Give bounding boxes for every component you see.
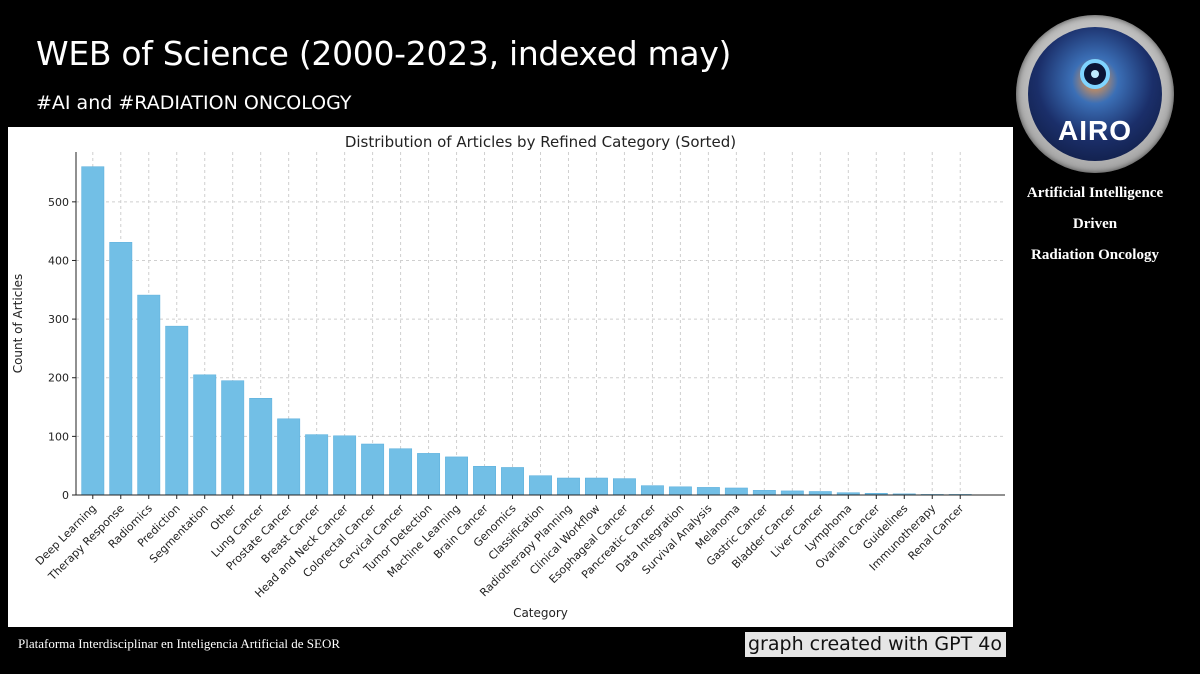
bar-pancreatic-cancer [640,485,664,496]
airo-logo: AIRO [1016,15,1174,173]
bar-lung-cancer [249,398,273,496]
bar-melanoma [724,487,748,496]
bar-therapy-response [109,242,133,496]
slide-title: WEB of Science (2000-2023, indexed may) [36,34,732,73]
logo-caption: Artificial Intelligence Driven Radiation… [1010,178,1180,271]
bar-liver-cancer [808,491,832,496]
x-axis-label: Category [513,606,568,620]
bar-prediction [165,325,189,496]
bar-data-integration [668,486,692,496]
y-tick-label: 0 [62,489,69,502]
y-tick-label: 200 [48,372,69,385]
bar-segmentation [193,374,217,496]
bar-prostate-cancer [277,418,301,496]
y-tick-label: 100 [48,430,69,443]
bar-head-and-neck-cancer [333,435,357,496]
bar-survival-analysis [696,487,720,496]
bar-cervical-cancer [389,448,413,496]
y-tick-label: 300 [48,313,69,326]
logo-caption-line-3: Radiation Oncology [1031,247,1159,263]
y-axis-label: Count of Articles [11,274,25,374]
eye-icon [1080,59,1110,89]
bar-radiotherapy-planning [557,477,580,496]
logo-emblem: AIRO [1028,27,1162,161]
footer-credit: graph created with GPT 4o [745,632,1006,657]
bar-classification [529,475,552,496]
bar-gastric-cancer [752,490,776,496]
bar-other [221,380,245,496]
footer-platform-text: Plataforma Interdisciplinar en Inteligen… [18,636,341,651]
bar-machine-learning [445,456,468,496]
bar-tumor-detection [417,453,441,496]
bar-esophageal-cancer [613,478,636,496]
bar-breast-cancer [305,434,329,496]
logo-caption-line-1: Artificial Intelligence [1026,185,1164,201]
bar-layer [81,166,972,496]
chart-title: Distribution of Articles by Refined Cate… [345,133,736,151]
bar-radiomics [137,294,161,496]
logo-wordmark: AIRO [1058,115,1132,146]
bar-genomics [501,467,524,496]
bar-clinical-workflow [585,477,608,496]
bar-colorectal-cancer [361,443,385,496]
bar-chart: Distribution of Articles by Refined Cate… [11,133,1005,620]
y-tick-label: 400 [48,254,69,267]
chart-panel: Distribution of Articles by Refined Cate… [8,127,1013,627]
slide-subtitle: #AI and #RADIATION ONCOLOGY [36,92,352,114]
bar-brain-cancer [473,466,496,496]
bar-bladder-cancer [780,490,804,496]
logo-caption-line-2: Driven [1072,216,1118,232]
y-tick-label: 500 [48,196,69,209]
bar-deep-learning [81,166,105,496]
